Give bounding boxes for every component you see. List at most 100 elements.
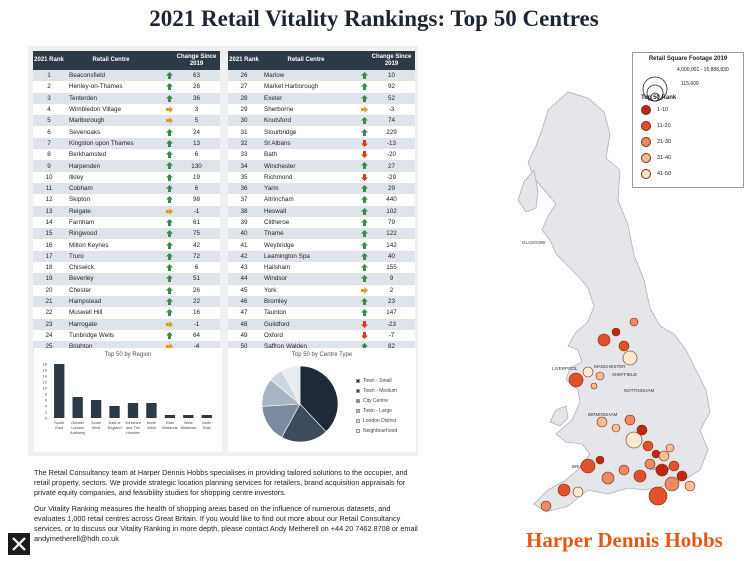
bar: [109, 406, 120, 418]
change-cell: -23: [368, 318, 415, 330]
map-marker: [611, 327, 621, 337]
rank-cell: 27: [228, 81, 260, 93]
table-row: 24 Tunbridge Wells 64: [33, 329, 220, 342]
change-cell: -7: [368, 329, 415, 342]
y-tick-label: 0: [45, 416, 48, 421]
table-row: 43 Hailsham 155: [228, 262, 415, 274]
change-cell: 5: [173, 115, 220, 127]
arrow-up-icon: [352, 273, 368, 285]
arrow-up-icon: [352, 92, 368, 104]
map-marker: [642, 440, 654, 452]
y-tick-label: 18: [43, 362, 48, 367]
map-marker: [622, 350, 638, 366]
change-cell: 155: [368, 262, 415, 274]
change-cell: 23: [368, 295, 415, 308]
table-row: 39 Clitheroe 79: [228, 216, 415, 229]
arrow-right-icon: [157, 205, 173, 217]
table-row: 1 Beaconsfield 63: [33, 70, 220, 82]
table-row: 19 Beverley 51: [33, 273, 220, 285]
centre-name-cell: Wimbledon Village: [65, 103, 157, 116]
rank-cell: 20: [33, 284, 65, 296]
map-marker: [595, 455, 605, 465]
table-row: 40 Thame 122: [228, 228, 415, 240]
rank-legend-label: 31-40: [657, 155, 672, 161]
change-cell: 51: [173, 273, 220, 285]
bar: [90, 400, 102, 418]
rank-cell: 4: [33, 103, 65, 116]
rank-legend-item: 41-50: [641, 169, 671, 179]
table-row: 49 Oxford -7: [228, 329, 415, 342]
rank-dot-icon: [641, 105, 651, 115]
centre-name-cell: Tenterden: [65, 92, 157, 104]
rank-legend-label: 1-10: [657, 107, 669, 113]
centre-name-cell: Taunton: [260, 307, 352, 319]
change-cell: 6: [173, 149, 220, 161]
change-cell: -4: [173, 341, 220, 353]
rank-cell: 15: [33, 228, 65, 240]
rank-cell: 30: [228, 115, 260, 127]
centre-name-cell: Guildford: [260, 318, 352, 330]
table-row: 50 Saffron Walden 82: [228, 341, 415, 353]
pie-legend-item: Town - Large: [356, 406, 397, 416]
y-tick-label: 10: [43, 386, 48, 391]
rank-cell: 24: [33, 329, 65, 342]
centre-name-cell: Stourbridge: [260, 126, 352, 138]
arrow-up-icon: [352, 70, 368, 82]
arrow-up-icon: [157, 216, 173, 229]
change-cell: 75: [173, 228, 220, 240]
map-marker: [665, 443, 675, 453]
x-tick-label: North East: [202, 421, 211, 430]
centre-name-cell: Chester: [65, 284, 157, 296]
arrow-up-icon: [352, 295, 368, 308]
arrow-up-icon: [157, 239, 173, 251]
rank-cell: 7: [33, 137, 65, 150]
header-change: Change Since 2019: [368, 51, 415, 70]
change-cell: 3: [173, 103, 220, 116]
rank-cell: 11: [33, 182, 65, 195]
legend-rank-title: Top 50 Rank: [641, 95, 677, 101]
pie-slice: [299, 365, 339, 433]
rank-cell: 17: [33, 250, 65, 263]
centre-name-cell: Skipton: [65, 194, 157, 206]
centre-name-cell: Henley-on-Thames: [65, 81, 157, 93]
table-row: 14 Farnham 61: [33, 216, 220, 229]
city-label-glasgow: GLASGOW: [522, 240, 546, 245]
centre-name-cell: Bromley: [260, 295, 352, 308]
rank-cell: 9: [33, 160, 65, 172]
change-cell: 130: [173, 160, 220, 172]
arrow-up-icon: [352, 81, 368, 93]
table-row: 48 Guildford -23: [228, 318, 415, 330]
description-p2: Our Vitality Ranking measures the health…: [34, 504, 418, 543]
rank-cell: 28: [228, 92, 260, 104]
change-cell: 22: [173, 295, 220, 308]
centre-name-cell: Cobham: [65, 182, 157, 195]
map-marker: [644, 458, 656, 470]
rank-cell: 35: [228, 171, 260, 183]
centre-name-cell: Richmond: [260, 171, 352, 183]
pie-slice: [281, 403, 327, 443]
city-label-sheffield: SHEFFIELD: [612, 372, 638, 377]
change-cell: 440: [368, 194, 415, 206]
table-row: 18 Chiswick 6: [33, 262, 220, 274]
table-row: 22 Muswell Hill 16: [33, 307, 220, 319]
map-marker: [618, 464, 630, 476]
region-chart-title: Top 50 by Region: [104, 352, 152, 358]
table-row: 33 Bath -20: [228, 149, 415, 161]
description: The Retail Consultancy team at Harper De…: [34, 468, 422, 550]
change-cell: 10: [368, 70, 415, 82]
rank-dot-icon: [641, 169, 651, 179]
pie-legend-item: London District: [356, 416, 397, 426]
centre-name-cell: Marlow: [260, 70, 352, 82]
rank-cell: 6: [33, 126, 65, 138]
change-cell: 98: [173, 194, 220, 206]
map-marker: [676, 470, 688, 482]
centre-name-cell: Kingston upon Thames: [65, 137, 157, 150]
arrow-up-icon: [352, 205, 368, 217]
change-cell: 52: [368, 92, 415, 104]
rank-cell: 37: [228, 194, 260, 206]
rank-cell: 3: [33, 92, 65, 104]
table-row: 8 Berkhamsted 6: [33, 149, 220, 161]
header-change: Change Since 2019: [173, 51, 220, 70]
centre-markers: [540, 317, 696, 512]
